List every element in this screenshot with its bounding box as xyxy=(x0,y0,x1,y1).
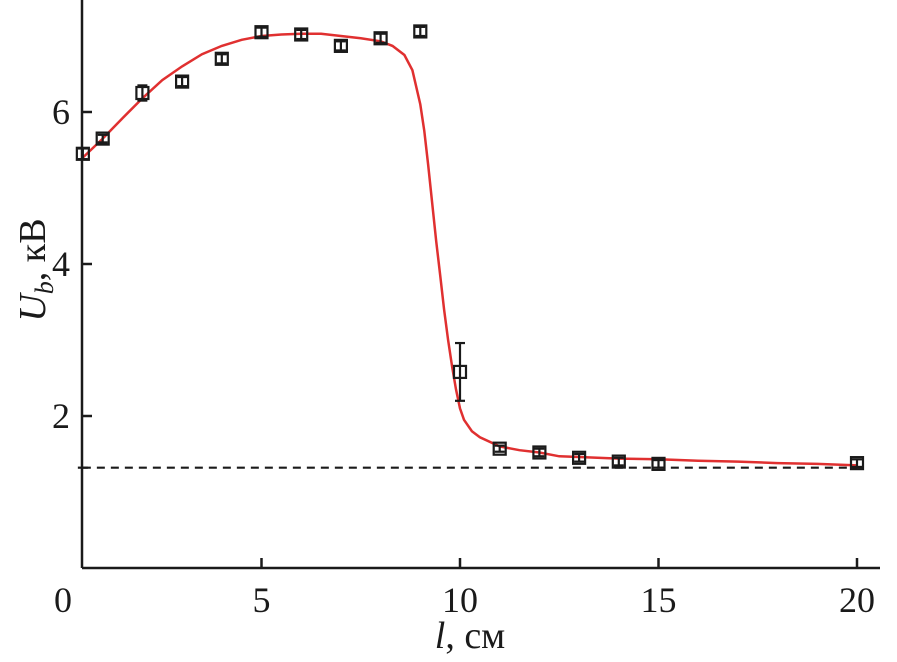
square-marker xyxy=(214,51,229,66)
x-axis-unit: , см xyxy=(445,615,505,657)
square-marker xyxy=(175,74,190,89)
square-marker xyxy=(452,364,468,380)
y-axis-var: U xyxy=(12,292,54,322)
data-point xyxy=(175,74,190,89)
square-marker xyxy=(413,24,428,39)
data-point xyxy=(95,131,110,146)
data-point xyxy=(294,27,309,42)
y-tick-label: 2 xyxy=(52,396,70,436)
square-marker xyxy=(651,456,666,471)
data-point xyxy=(333,38,348,53)
data-point xyxy=(849,456,865,471)
data-point xyxy=(413,24,428,39)
x-tick-label: 15 xyxy=(641,580,677,620)
data-point xyxy=(452,341,468,402)
data-point xyxy=(571,450,587,465)
square-marker xyxy=(75,146,90,161)
square-marker xyxy=(373,31,388,46)
square-marker xyxy=(532,445,547,460)
square-marker xyxy=(294,27,309,42)
square-marker xyxy=(95,131,110,146)
data-point xyxy=(75,146,90,161)
data-point xyxy=(135,84,150,102)
y-axis-title: Ub, кВ xyxy=(12,218,59,321)
square-marker xyxy=(135,85,150,101)
y-axis-unit: , кВ xyxy=(12,218,54,281)
data-point xyxy=(651,456,666,471)
y-tick-label: 4 xyxy=(52,244,70,284)
y-axis-subscript: b xyxy=(30,281,59,294)
data-point xyxy=(254,25,269,40)
square-marker xyxy=(571,450,587,465)
y-tick-label: 6 xyxy=(52,92,70,132)
x-tick-label: 5 xyxy=(253,580,271,620)
data-point xyxy=(492,441,507,456)
square-marker xyxy=(611,454,626,469)
marker-layer xyxy=(75,24,865,471)
data-point xyxy=(532,445,547,460)
x-axis-title: l, см xyxy=(435,615,505,657)
square-marker xyxy=(333,38,348,53)
data-point xyxy=(611,454,626,469)
data-point xyxy=(214,51,229,66)
x-tick-label: 20 xyxy=(839,580,875,620)
x-tick-label: 10 xyxy=(442,580,478,620)
square-marker xyxy=(492,441,507,456)
axes: 0 5 10 15 20 2 4 6 xyxy=(52,0,880,620)
data-point xyxy=(373,31,388,46)
fit-curve xyxy=(81,32,858,467)
x-axis-var: l xyxy=(435,615,446,657)
x-tick-label: 0 xyxy=(54,580,72,620)
square-marker xyxy=(849,456,865,471)
square-marker xyxy=(254,25,269,40)
fit-layer xyxy=(81,32,858,467)
